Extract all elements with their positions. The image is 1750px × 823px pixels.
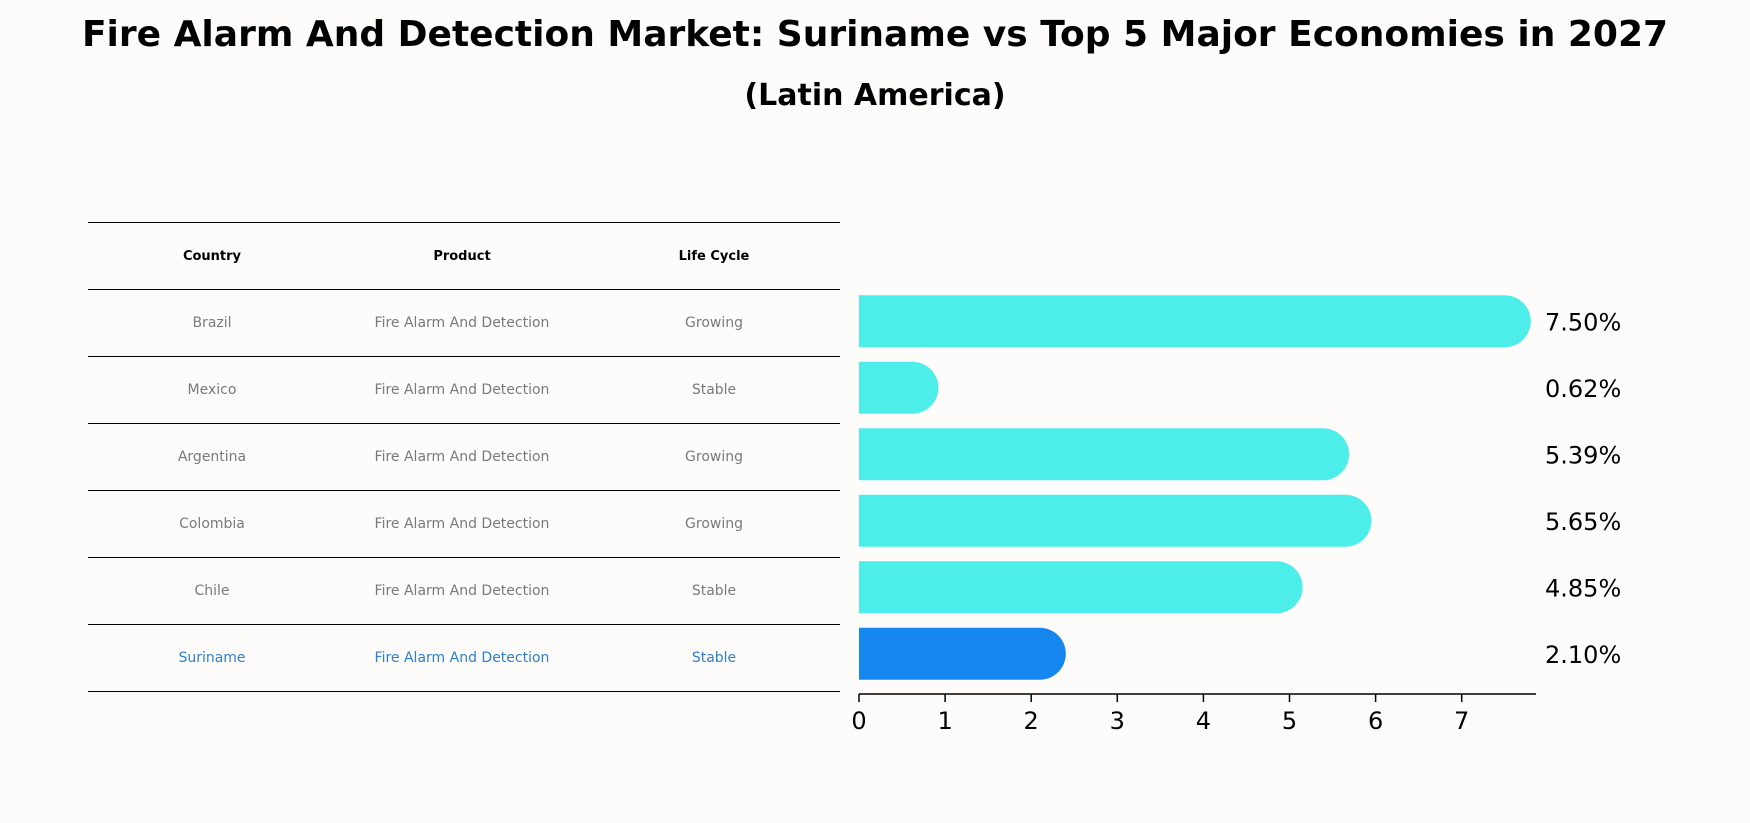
bar [859, 561, 1303, 614]
x-tick-label: 0 [851, 707, 866, 735]
lifecycle-cell: Stable [691, 583, 737, 599]
product-cell: Fire Alarm And Detection [374, 516, 550, 532]
product-cell: Fire Alarm And Detection [374, 315, 550, 331]
table-header-row: Country Product Life Cycle [88, 222, 840, 289]
bar-value-label: 5.39% [1545, 441, 1621, 469]
chart-subtitle: (Latin America) [744, 78, 1006, 113]
lifecycle-cell: Growing [685, 516, 743, 532]
x-tick-label: 5 [1282, 707, 1297, 735]
bar-value-label: 5.65% [1545, 508, 1621, 536]
country-cell: Mexico [187, 382, 237, 398]
country-cell: Argentina [177, 449, 247, 465]
x-tick-label: 7 [1454, 707, 1469, 735]
column-header-lifecycle: Life Cycle [678, 248, 750, 264]
lifecycle-cell: Growing [685, 315, 743, 331]
lifecycle-cell: Stable [691, 382, 737, 398]
bar-value-label: 2.10% [1545, 641, 1621, 669]
column-header-product: Product [433, 248, 491, 264]
product-cell: Fire Alarm And Detection [374, 382, 550, 398]
table-row: Chile Fire Alarm And Detection Stable [88, 557, 840, 624]
product-cell: Fire Alarm And Detection [374, 583, 550, 599]
table-row: Brazil Fire Alarm And Detection Growing [88, 289, 840, 356]
data-table: Country Product Life Cycle Brazil Fire A… [88, 222, 840, 692]
chart-title: Fire Alarm And Detection Market: Surinam… [81, 14, 1669, 55]
country-cell: Brazil [192, 315, 232, 331]
x-tick-label: 1 [937, 707, 952, 735]
bar-value-label: 4.85% [1545, 574, 1621, 602]
column-header-country: Country [182, 248, 242, 264]
bar-value-label: 7.50% [1545, 308, 1621, 336]
table-row: Colombia Fire Alarm And Detection Growin… [88, 490, 840, 557]
product-cell: Fire Alarm And Detection [374, 449, 550, 465]
country-cell: Suriname [178, 650, 246, 666]
x-tick-label: 6 [1368, 707, 1383, 735]
bar [859, 627, 1066, 680]
product-cell: Fire Alarm And Detection [374, 650, 550, 666]
bar [859, 295, 1531, 348]
country-cell: Chile [194, 583, 230, 599]
x-tick-label: 2 [1024, 707, 1039, 735]
bar [859, 494, 1372, 547]
bar [859, 361, 939, 414]
lifecycle-cell: Growing [685, 449, 743, 465]
x-tick-label: 3 [1110, 707, 1125, 735]
bar [859, 428, 1350, 481]
table-row: Mexico Fire Alarm And Detection Stable [88, 356, 840, 423]
table-row: Argentina Fire Alarm And Detection Growi… [88, 423, 840, 490]
bar-value-label: 0.62% [1545, 375, 1621, 403]
x-tick-label: 4 [1196, 707, 1211, 735]
country-cell: Colombia [179, 516, 245, 532]
table-row-highlighted: Suriname Fire Alarm And Detection Stable [88, 624, 840, 692]
lifecycle-cell: Stable [691, 650, 737, 666]
